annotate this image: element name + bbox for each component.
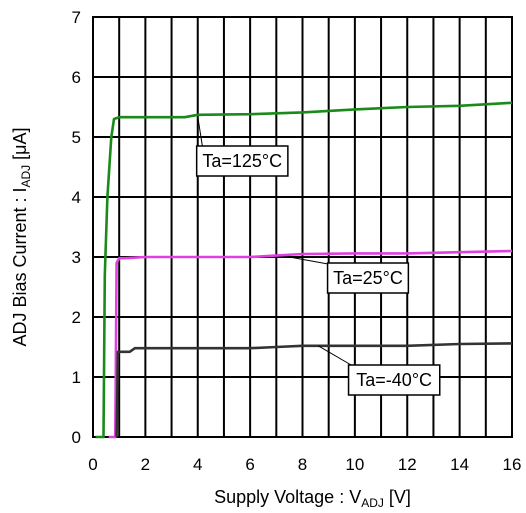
callout-leader bbox=[317, 345, 355, 368]
series-line-1 bbox=[108, 249, 513, 439]
x-tick-label: 10 bbox=[345, 455, 364, 474]
series-layer bbox=[95, 101, 513, 439]
y-tick-label: 5 bbox=[72, 128, 81, 147]
x-tick-label: 16 bbox=[503, 455, 522, 474]
callout-leader bbox=[289, 256, 334, 266]
x-tick-label: 12 bbox=[398, 455, 417, 474]
series-line-2 bbox=[115, 342, 513, 438]
y-tick-label: 6 bbox=[72, 68, 81, 87]
callouts: Ta=125°C Ta=25°C Ta=-40°C bbox=[195, 116, 441, 396]
y-tick-label: 3 bbox=[72, 248, 81, 267]
x-tick-label: 4 bbox=[193, 455, 202, 474]
plot-frame bbox=[92, 16, 513, 438]
series-line-0 bbox=[95, 101, 513, 439]
grid bbox=[92, 16, 513, 438]
callout-leader bbox=[197, 116, 204, 149]
x-axis-title: Supply Voltage : VADJ [V] bbox=[214, 487, 411, 510]
x-tick-label: 14 bbox=[450, 455, 469, 474]
y-tick-label: 7 bbox=[72, 8, 81, 27]
callout-box bbox=[347, 364, 441, 396]
y-tick-label: 4 bbox=[72, 188, 81, 207]
y-axis-title: ADJ Bias Current : IADJ [μA] bbox=[10, 127, 33, 346]
series-label-1: Ta=25°C bbox=[333, 268, 403, 288]
callout-box bbox=[326, 262, 410, 294]
x-tick-label: 2 bbox=[141, 455, 150, 474]
y-tick-label: 2 bbox=[72, 308, 81, 327]
callout-box bbox=[195, 145, 289, 177]
x-tick-label: 6 bbox=[245, 455, 254, 474]
x-tick-label: 0 bbox=[88, 455, 97, 474]
x-tick-label: 8 bbox=[298, 455, 307, 474]
y-tick-label: 0 bbox=[72, 428, 81, 447]
y-tick-label: 1 bbox=[72, 368, 81, 387]
series-label-0: Ta=125°C bbox=[202, 151, 282, 171]
series-label-2: Ta=-40°C bbox=[356, 370, 432, 390]
